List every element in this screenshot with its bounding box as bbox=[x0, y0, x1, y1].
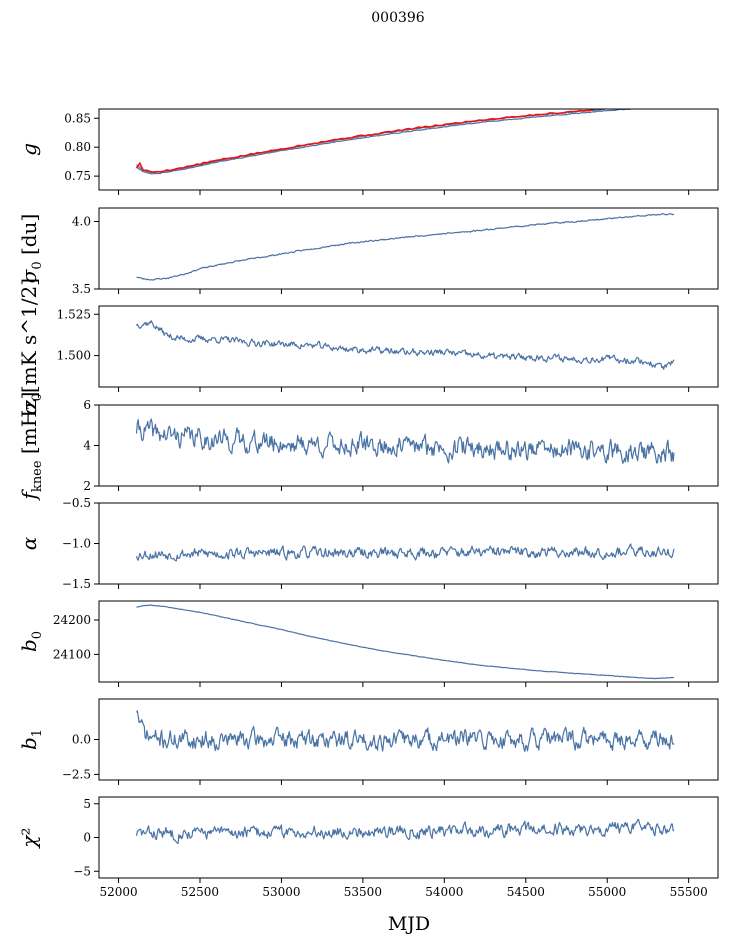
panels: 0.75 0.80 0.85 g 3.5 4.0 σ0 [du] 1.500 1.525 σ0[m… bbox=[17, 108, 719, 899]
series-line-alpha bbox=[135, 543, 675, 562]
y-tick-label-g: 0.75 bbox=[64, 169, 91, 183]
y-axis-label-b1: b1 bbox=[17, 729, 45, 750]
series-line-b1 bbox=[135, 710, 675, 753]
y-axis-label-fknee: fknee [mHz] bbox=[17, 392, 45, 502]
panel-chi2: −5 0 5 52000 52500 53000 53500 54000 54500 55000 5… bbox=[17, 796, 719, 899]
panel-b1: −2.5 0.0 b1 bbox=[17, 698, 719, 785]
x-tick-label: 53000 bbox=[262, 885, 300, 899]
y-tick-label-alpha: −1.5 bbox=[62, 577, 91, 591]
panel-b0: 24100 24200 b0 bbox=[17, 600, 719, 687]
y-tick-label-b1: −2.5 bbox=[62, 767, 91, 781]
y-tick-label-fknee: 4 bbox=[83, 439, 91, 453]
x-axis-label: MJD bbox=[388, 913, 430, 935]
x-tick-label: 54000 bbox=[425, 885, 463, 899]
x-tick-label: 52000 bbox=[99, 885, 137, 899]
y-tick-label-g: 0.85 bbox=[64, 111, 91, 125]
y-tick-label-fknee: 6 bbox=[83, 398, 91, 412]
axes-frame-sigma0_mk bbox=[98, 305, 719, 388]
y-tick-label-fknee: 2 bbox=[83, 479, 91, 493]
series-line-sigma0_du bbox=[136, 213, 675, 281]
y-tick-label-chi2: 0 bbox=[83, 831, 91, 845]
y-axis-label-chi2: χ² bbox=[17, 827, 41, 849]
y-tick-label-sigma0_mk: 1.500 bbox=[57, 349, 91, 363]
y-tick-label-sigma0_du: 4.0 bbox=[72, 215, 91, 229]
panel-g: 0.75 0.80 0.85 g bbox=[17, 108, 719, 195]
figure-title: 000396 bbox=[371, 10, 425, 26]
series-line-sigma0_mk bbox=[135, 320, 675, 370]
axes-frame-g bbox=[98, 108, 719, 191]
y-axis-label-g: g bbox=[17, 143, 41, 156]
y-tick-label-chi2: −5 bbox=[73, 864, 91, 878]
series-line-g-0 bbox=[136, 109, 641, 175]
y-axis-label-b0: b0 bbox=[17, 631, 45, 652]
panel-sigma0_mk: 1.500 1.525 σ0[mK s^1/2] bbox=[17, 278, 719, 415]
y-axis-label-sigma0_mk: σ0[mK s^1/2] bbox=[17, 278, 45, 415]
gain-red-overlay bbox=[135, 109, 618, 173]
y-tick-label-g: 0.80 bbox=[64, 140, 91, 154]
y-tick-label-b1: 0.0 bbox=[72, 733, 91, 747]
x-tick-label: 54500 bbox=[507, 885, 545, 899]
x-tick-label: 55500 bbox=[670, 885, 708, 899]
y-tick-label-sigma0_mk: 1.525 bbox=[57, 307, 91, 321]
x-tick-label: 55000 bbox=[588, 885, 626, 899]
series-line-b0 bbox=[136, 604, 675, 680]
y-tick-label-alpha: −1.0 bbox=[62, 537, 91, 551]
axes-frame-fknee bbox=[98, 404, 719, 487]
y-tick-label-chi2: 5 bbox=[83, 797, 91, 811]
y-axis-label-sigma0_du: σ0 [du] bbox=[17, 214, 45, 284]
axes-frame-alpha bbox=[98, 502, 719, 585]
axes-frame-sigma0_du bbox=[98, 207, 719, 290]
y-tick-label-b0: 24200 bbox=[53, 613, 91, 627]
y-tick-label-sigma0_du: 3.5 bbox=[72, 282, 91, 296]
axes-frame-chi2 bbox=[98, 796, 719, 879]
panel-sigma0_du: 3.5 4.0 σ0 [du] bbox=[17, 207, 719, 296]
panel-fknee: 2 4 6 fknee [mHz] bbox=[17, 392, 719, 502]
series-line-fknee bbox=[135, 418, 675, 464]
series-line-chi2 bbox=[135, 818, 675, 845]
x-tick-label: 53500 bbox=[344, 885, 382, 899]
x-tick-label: 52500 bbox=[181, 885, 219, 899]
y-axis-label-alpha: α bbox=[17, 536, 41, 550]
y-tick-label-b0: 24100 bbox=[53, 647, 91, 661]
axes-frame-b0 bbox=[98, 600, 719, 683]
y-tick-label-alpha: −0.5 bbox=[62, 496, 91, 510]
panel-alpha: −1.5 −1.0 −0.5 α bbox=[17, 496, 719, 591]
